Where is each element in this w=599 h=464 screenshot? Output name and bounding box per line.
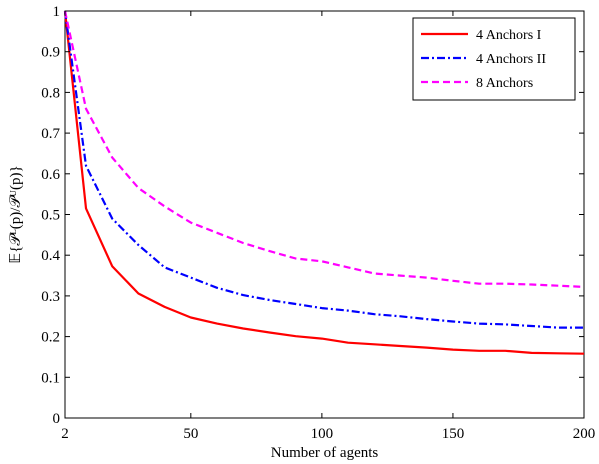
x-tick-label: 2 xyxy=(61,426,69,442)
y-tick-label: 0.5 xyxy=(41,208,60,224)
series-line-3 xyxy=(63,10,585,288)
legend-label-1: 4 Anchors I xyxy=(476,28,542,43)
y-tick-label: 0.7 xyxy=(41,126,60,142)
x-tick-label: 50 xyxy=(183,426,198,442)
y-tick-label: 0.8 xyxy=(41,85,60,101)
y-axis-label: 𝔼{𝒫ᴸ(p)/𝒫ᵁ(p)} xyxy=(8,165,24,263)
legend: 4 Anchors I 4 Anchors II 8 Anchors xyxy=(412,17,576,101)
legend-label-2: 4 Anchors II xyxy=(476,52,546,67)
series-layer xyxy=(63,10,585,355)
y-axis-ticks: 0 0.1 0.2 0.3 0.4 0.5 0.6 0.7 0.8 0.9 1 xyxy=(41,4,584,427)
y-tick-label: 0.6 xyxy=(41,167,60,183)
y-tick-label: 0.2 xyxy=(41,330,60,346)
series-line-1 xyxy=(63,10,585,355)
x-axis-label: Number of agents xyxy=(271,445,379,461)
x-tick-label: 100 xyxy=(311,426,334,442)
series-line-2 xyxy=(63,10,584,329)
y-tick-label: 0.9 xyxy=(41,45,60,61)
legend-label-3: 8 Anchors xyxy=(476,76,533,91)
y-tick-label: 0.3 xyxy=(41,289,60,305)
x-tick-label: 150 xyxy=(442,426,465,442)
x-tick-label: 200 xyxy=(573,426,596,442)
y-tick-label: 1 xyxy=(53,4,61,20)
y-tick-label: 0.1 xyxy=(41,370,60,386)
x-axis-ticks: 2 50 100 150 200 xyxy=(61,11,595,442)
y-tick-label: 0 xyxy=(53,411,61,427)
y-tick-label: 0.4 xyxy=(41,248,60,264)
